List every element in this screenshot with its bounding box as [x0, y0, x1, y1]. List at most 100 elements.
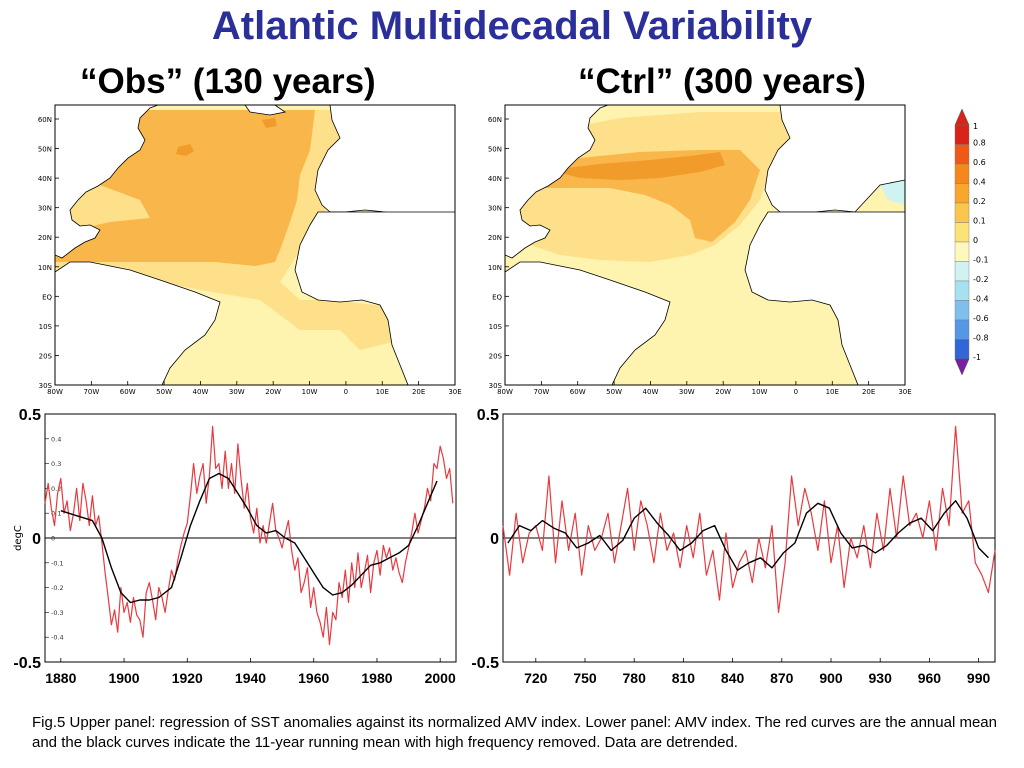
- colorbar-top-arrow: [954, 108, 970, 126]
- colorbar-label: -1: [973, 353, 981, 362]
- colorbar-swatch: [954, 339, 970, 360]
- ts-obs-minor-ytick-label: -0.1: [51, 559, 64, 567]
- ctrl-lat-tick-label: 60N: [488, 116, 502, 124]
- obs-panel-label: “Obs” (130 years): [80, 62, 376, 101]
- colorbar-label: -0.6: [973, 314, 989, 323]
- colorbar-swatch: [954, 241, 970, 262]
- ctrl-lat-tick-label: 20N: [488, 234, 502, 242]
- ts-obs-minor-ytick-label: 0.2: [51, 485, 61, 493]
- ctrl-lat-tick-label: 30N: [488, 205, 502, 213]
- ts-obs-minor-ytick-label: -0.4: [51, 634, 64, 642]
- colorbar-bottom-arrow: [954, 358, 970, 376]
- colorbar-swatch: [954, 300, 970, 321]
- ts-obs-xtick-label: 1960: [298, 670, 329, 686]
- ts-obs-major-ytick-label: 0.5: [19, 407, 41, 424]
- ctrl-lat-tick-label: 20S: [489, 352, 503, 360]
- obs-map: 60N 50N 40N 30N 20N 10N EQ 10S 20S 30S 80W 70W 60W 5…: [38, 104, 462, 396]
- ts-obs-ylabel: degC: [13, 525, 24, 551]
- ts-ctrl-xtick-label: 780: [623, 670, 647, 686]
- obs-lon-tick-label: 60W: [120, 388, 136, 396]
- obs-map-lon-axis: 80W 70W 60W 50W 40W 30W 20W 10W 0 10E 20E 30E: [47, 381, 462, 396]
- colorbar-label: 0: [973, 236, 978, 245]
- colorbar-swatch: [954, 163, 970, 184]
- ts-ctrl-xtick-label: 840: [721, 670, 745, 686]
- colorbar-swatch: [954, 202, 970, 223]
- obs-lon-tick-label: 10E: [376, 388, 389, 396]
- obs-lat-tick-label: 40N: [38, 175, 52, 183]
- ts-obs-minor-ytick-label: 0: [51, 535, 55, 543]
- ts-obs-annual-mean-line: [44, 425, 454, 646]
- ctrl-lon-tick-label: 20W: [715, 388, 731, 396]
- ctrl-map-frame: [504, 104, 906, 386]
- obs-lon-tick-label: 10W: [302, 388, 318, 396]
- colorbar-swatch: [954, 144, 970, 165]
- ctrl-lat-tick-label: 10N: [488, 264, 502, 272]
- colorbar-swatch: [954, 280, 970, 301]
- ctrl-lon-tick-label: 50W: [606, 388, 622, 396]
- colorbar-swatch: [954, 319, 970, 340]
- colorbar-swatch: [954, 261, 970, 282]
- figure-caption: Fig.5 Upper panel: regression of SST ano…: [32, 714, 997, 751]
- ts-ctrl-major-ytick-label: -0.5: [471, 655, 499, 672]
- ctrl-timeseries-chart: 0.5 0 -0.5 720 750 780 810 840 870 900 930 960 990: [471, 407, 996, 686]
- ts-obs-running-mean-line: [60, 472, 438, 604]
- ctrl-lon-tick-label: 70W: [533, 388, 549, 396]
- obs-map-africa: [294, 211, 455, 385]
- colorbar-label: -0.8: [973, 334, 989, 343]
- ctrl-lon-tick-label: 30W: [679, 388, 695, 396]
- colorbar-label: -0.4: [973, 295, 989, 304]
- ctrl-lat-tick-label: 10S: [489, 323, 503, 331]
- obs-map-anomaly-level3b: [262, 118, 277, 128]
- colorbar-label: 0.6: [973, 158, 986, 167]
- colorbar-label: -0.2: [973, 275, 989, 284]
- obs-lon-tick-label: 0: [344, 388, 348, 396]
- obs-map-anomaly-level3: [176, 144, 194, 156]
- ts-ctrl-xtick-label: 930: [869, 670, 893, 686]
- obs-lat-tick-label: 30S: [39, 382, 53, 390]
- ts-ctrl-xtick-label: 990: [967, 670, 991, 686]
- ts-ctrl-xtick-label: 870: [770, 670, 794, 686]
- ts-ctrl-major-ytick-label: 0: [490, 531, 499, 548]
- colorbar-swatch: [954, 183, 970, 204]
- ts-obs-minor-ytick-label: -0.2: [51, 584, 64, 592]
- ctrl-map-south-america: [505, 261, 671, 385]
- ts-obs-xtick-label: 1920: [172, 670, 203, 686]
- ts-ctrl-xtick-label: 810: [672, 670, 696, 686]
- ctrl-map-lat-axis: 60N 50N 40N 30N 20N 10N EQ 10S 20S 30S: [488, 116, 509, 390]
- ctrl-lon-tick-label: 60W: [570, 388, 586, 396]
- obs-lat-tick-label: 10N: [38, 264, 52, 272]
- obs-lat-tick-label: 30N: [38, 205, 52, 213]
- ctrl-lat-tick-label: 30S: [489, 382, 503, 390]
- colorbar-label: 0.4: [973, 178, 986, 187]
- ctrl-map-north-america: [505, 105, 609, 259]
- ctrl-lon-tick-label: 20E: [862, 388, 875, 396]
- colorbar: 1 0.8 0.6 0.4 0.2 0.1 0 -0.1 -0.2 -0.4 -0.6 -0.8 -1: [954, 108, 989, 376]
- colorbar-label: 0.2: [973, 197, 986, 206]
- ts-obs-xtick-label: 1940: [235, 670, 266, 686]
- obs-map-greenland: [244, 105, 286, 116]
- ctrl-map-anomaly-level3: [550, 152, 725, 180]
- obs-map-europe: [314, 105, 455, 221]
- colorbar-label: 0.1: [973, 217, 986, 226]
- ts-ctrl-xtick-label: 960: [918, 670, 942, 686]
- obs-lon-tick-label: 40W: [193, 388, 209, 396]
- obs-lon-tick-label: 20W: [265, 388, 281, 396]
- obs-lat-tick-label: 20N: [38, 234, 52, 242]
- obs-map-south-america: [55, 261, 221, 385]
- ctrl-lat-tick-label: 50N: [488, 146, 502, 154]
- ts-obs-xtick-label: 2000: [425, 670, 456, 686]
- ts-ctrl-major-ytick-label: 0.5: [477, 407, 499, 424]
- ts-obs-major-ytick-label: 0: [32, 531, 41, 548]
- ctrl-lon-tick-label: 80W: [497, 388, 513, 396]
- obs-lon-tick-label: 70W: [83, 388, 99, 396]
- colorbar-swatch: [954, 124, 970, 145]
- obs-lat-tick-label: 60N: [38, 116, 52, 124]
- ts-obs-minor-ytick-label: 0.4: [51, 435, 61, 443]
- colorbar-swatch: [954, 222, 970, 243]
- colorbar-label: -0.1: [973, 256, 989, 265]
- ts-obs-minor-ytick-label: -0.3: [51, 609, 64, 617]
- ts-obs-xtick-label: 1880: [45, 670, 76, 686]
- obs-lat-tick-label: 50N: [38, 146, 52, 154]
- ctrl-map-cool-patch: [880, 180, 905, 205]
